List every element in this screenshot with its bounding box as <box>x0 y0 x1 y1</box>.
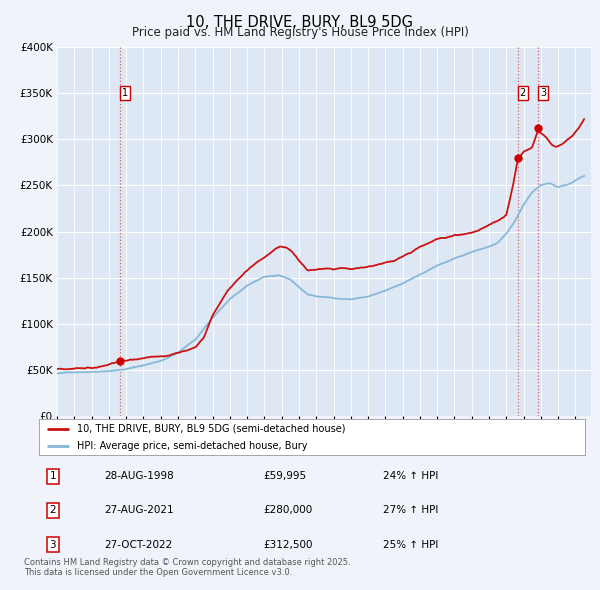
Text: 25% ↑ HPI: 25% ↑ HPI <box>383 540 439 549</box>
Text: 10, THE DRIVE, BURY, BL9 5DG: 10, THE DRIVE, BURY, BL9 5DG <box>187 15 413 30</box>
Text: £59,995: £59,995 <box>263 471 306 481</box>
Text: 2: 2 <box>520 88 526 99</box>
Text: 27-OCT-2022: 27-OCT-2022 <box>104 540 173 549</box>
Text: £280,000: £280,000 <box>263 506 312 515</box>
Text: HPI: Average price, semi-detached house, Bury: HPI: Average price, semi-detached house,… <box>77 441 308 451</box>
Text: 27% ↑ HPI: 27% ↑ HPI <box>383 506 439 515</box>
Text: 1: 1 <box>122 88 128 99</box>
Text: 3: 3 <box>540 88 546 99</box>
Text: 3: 3 <box>49 540 56 549</box>
Text: Contains HM Land Registry data © Crown copyright and database right 2025.
This d: Contains HM Land Registry data © Crown c… <box>24 558 350 577</box>
Text: 24% ↑ HPI: 24% ↑ HPI <box>383 471 439 481</box>
Text: 27-AUG-2021: 27-AUG-2021 <box>104 506 174 515</box>
Text: 1: 1 <box>49 471 56 481</box>
Text: Price paid vs. HM Land Registry's House Price Index (HPI): Price paid vs. HM Land Registry's House … <box>131 26 469 39</box>
Text: £312,500: £312,500 <box>263 540 313 549</box>
Text: 10, THE DRIVE, BURY, BL9 5DG (semi-detached house): 10, THE DRIVE, BURY, BL9 5DG (semi-detac… <box>77 424 346 434</box>
Text: 28-AUG-1998: 28-AUG-1998 <box>104 471 174 481</box>
Text: 2: 2 <box>49 506 56 515</box>
